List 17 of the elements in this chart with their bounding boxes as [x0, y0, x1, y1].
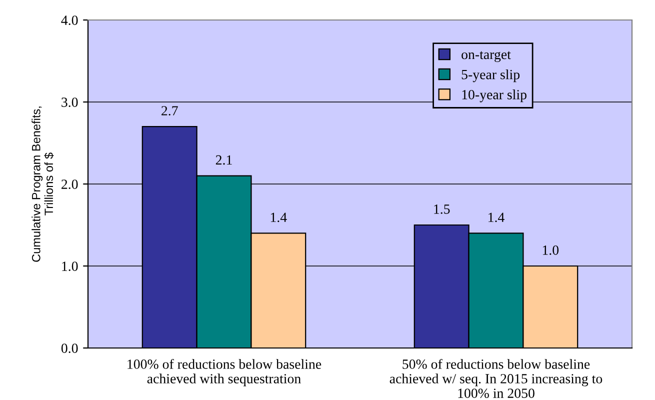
legend-label: 10-year slip	[462, 90, 526, 102]
y-tick-label: 3.0	[62, 98, 78, 108]
data-label: 1.4	[488, 212, 504, 222]
data-label: 1.5	[434, 204, 450, 214]
y-axis-title: Cumulative Program Benefits, Trillions of $	[32, 106, 54, 262]
y-tick-label: 4.0	[61, 16, 78, 26]
data-label: 1.0	[542, 245, 559, 255]
x-tick-label: 50% of reductions below baseline achieved w/ seq. In 2015 increasing to 100% in 2050	[390, 358, 602, 398]
x-tick-label: 100% of reductions below baseline achieved with sequestration	[128, 358, 322, 386]
legend-label: on-target	[462, 51, 511, 62]
data-label: 2.1	[216, 155, 232, 165]
legend-label: 5-year slip	[462, 69, 520, 82]
y-tick-label: 0.0	[61, 344, 78, 354]
data-label: 2.7	[162, 106, 178, 116]
data-label: 1.4	[270, 212, 287, 222]
y-tick-label: 1.0	[62, 262, 78, 272]
y-tick-label: 2.0	[62, 180, 78, 190]
